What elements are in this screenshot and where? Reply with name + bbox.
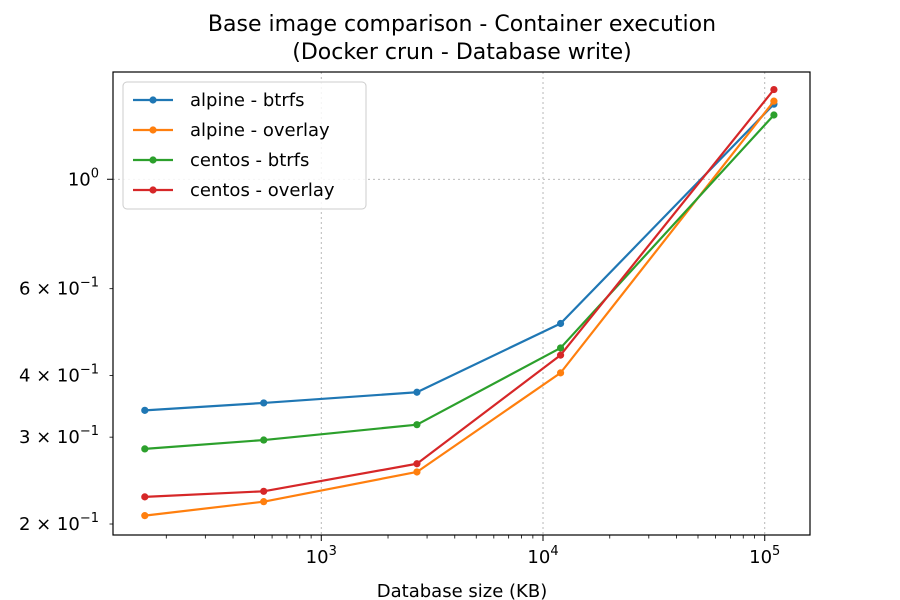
legend-label: centos - overlay: [190, 180, 335, 201]
data-point-centos-btrfs: [556, 344, 565, 352]
y-tick-label: 6 × 10−1: [19, 276, 99, 300]
data-point-centos-overlay: [556, 351, 565, 359]
y-tick-label: 2 × 10−1: [19, 511, 99, 535]
data-point-alpine-overlay: [556, 369, 565, 377]
legend: alpine - btrfs alpine - overlay centos - b…: [122, 81, 367, 210]
legend-box: [122, 81, 367, 210]
data-point-alpine-btrfs: [141, 406, 149, 414]
chart-subtitle: (Docker crun - Database write): [292, 40, 631, 65]
data-point-centos-btrfs: [770, 111, 778, 119]
data-point-alpine-btrfs: [413, 388, 421, 396]
data-point-alpine-btrfs: [556, 319, 565, 328]
legend-label: centos - btrfs: [190, 150, 309, 171]
data-point-alpine-overlay: [413, 468, 421, 476]
x-tick-label: 105: [749, 544, 780, 568]
data-point-alpine-overlay: [141, 512, 149, 520]
y-tick-label: 3 × 10−1: [19, 424, 99, 448]
data-point-centos-btrfs: [141, 445, 149, 453]
data-point-centos-overlay: [260, 487, 268, 495]
legend-marker: [149, 186, 157, 194]
series-layer: [141, 85, 778, 520]
legend-label: alpine - btrfs: [190, 90, 304, 111]
legend-marker: [149, 156, 157, 164]
chart-title: Base image comparison - Container execut…: [208, 12, 716, 37]
data-point-centos-overlay: [141, 493, 149, 501]
data-point-centos-btrfs: [413, 421, 421, 429]
data-point-alpine-overlay: [770, 97, 778, 105]
y-tick-label: 100: [68, 166, 99, 190]
x-tick-label: 104: [527, 544, 558, 568]
legend-marker: [149, 126, 157, 134]
data-point-centos-overlay: [413, 460, 421, 468]
x-axis-label: Database size (KB): [377, 581, 547, 600]
legend-marker: [149, 96, 157, 104]
data-point-alpine-overlay: [260, 498, 268, 506]
data-point-centos-overlay: [770, 85, 778, 94]
data-point-alpine-btrfs: [260, 399, 268, 407]
data-point-centos-btrfs: [260, 436, 268, 444]
y-tick-label: 4 × 10−1: [19, 363, 99, 387]
axis-ticks: 103 104 105 100 6 × 10−1 4 × 10−1 3 × 10−1 2 × …: [19, 166, 780, 568]
x-tick-label: 103: [306, 544, 337, 568]
plot-frame: [112, 71, 811, 536]
legend-label: alpine - overlay: [190, 120, 330, 141]
